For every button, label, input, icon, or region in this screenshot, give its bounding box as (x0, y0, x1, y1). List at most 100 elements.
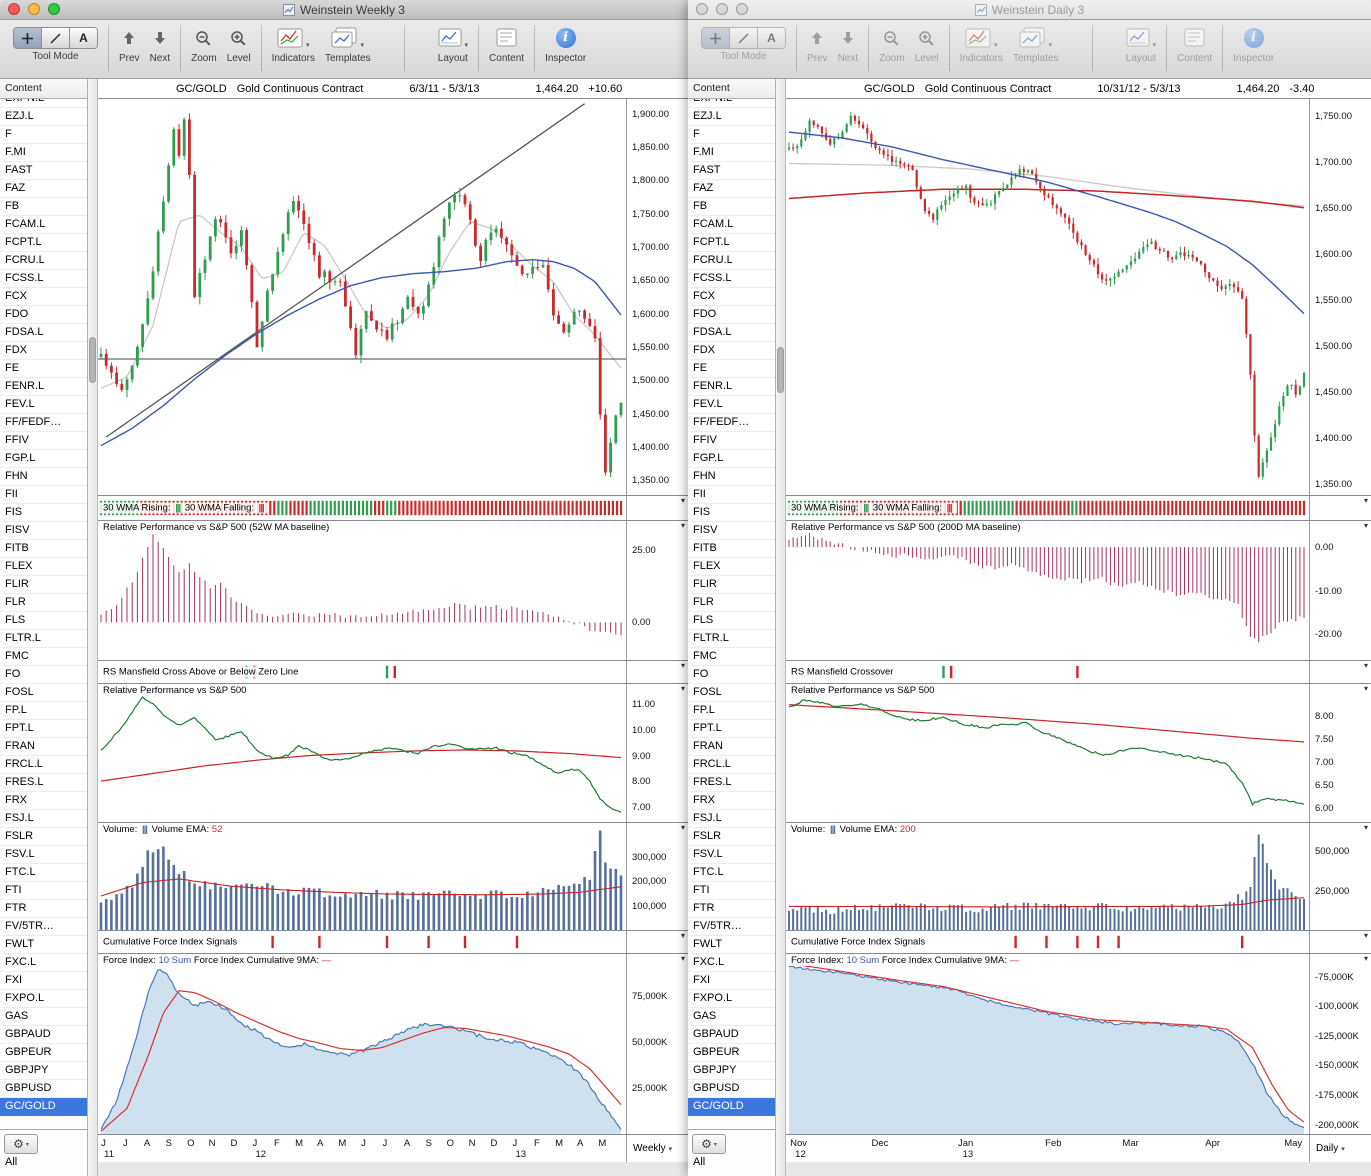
sidebar-item-FAST[interactable]: FAST (0, 162, 87, 180)
sidebar-item-FSJ.L[interactable]: FSJ.L (0, 810, 87, 828)
layout-button[interactable]: ▾ Layout (1126, 25, 1156, 64)
sidebar-item-FXI[interactable]: FXI (688, 972, 775, 990)
sidebar-item-FMC[interactable]: FMC (0, 648, 87, 666)
sidebar-item-FXPO.L[interactable]: FXPO.L (688, 990, 775, 1008)
sidebar-item-FO[interactable]: FO (688, 666, 775, 684)
pane-price[interactable]: 1,900.00 1,850.00 1,800.00 1,750.00 1,700.00… (98, 99, 688, 496)
sidebar-item-FSV.L[interactable]: FSV.L (688, 846, 775, 864)
sidebar-item-FITB[interactable]: FITB (0, 540, 87, 558)
sidebar-item-FCSS.L[interactable]: FCSS.L (688, 270, 775, 288)
sidebar-item-FLR[interactable]: FLR (688, 594, 775, 612)
sidebar-item-FP.L[interactable]: FP.L (0, 702, 87, 720)
sidebar-item-FHN[interactable]: FHN (688, 468, 775, 486)
sidebar-item-FSLR[interactable]: FSLR (0, 828, 87, 846)
sidebar-item-FO[interactable]: FO (0, 666, 87, 684)
pane-collapse-mansfield[interactable]: ▾ (680, 661, 685, 670)
chart-panes[interactable]: 1,900.00 1,850.00 1,800.00 1,750.00 1,700.00… (98, 99, 688, 1162)
sidebar-item-FPT.L[interactable]: FPT.L (688, 720, 775, 738)
symbol-list[interactable]: EXPN.LEZJ.LFF.MIFASTFAZFBFCAM.LFCPT.LFCR… (0, 99, 87, 1129)
sidebar-item-FTC.L[interactable]: FTC.L (688, 864, 775, 882)
symbol-list[interactable]: EXPN.LEZJ.LFF.MIFASTFAZFBFCAM.LFCPT.LFCR… (688, 99, 775, 1129)
pane-collapse-rp[interactable]: ▾ (680, 684, 685, 693)
sidebar-item-FRES.L[interactable]: FRES.L (0, 774, 87, 792)
pane-collapse-cfs[interactable]: ▾ (680, 931, 685, 940)
sidebar-item-GBPAUD[interactable]: GBPAUD (688, 1026, 775, 1044)
sidebar-item-FDSA.L[interactable]: FDSA.L (688, 324, 775, 342)
sidebar-item-FXC.L[interactable]: FXC.L (0, 954, 87, 972)
sidebar-item-EXPN.L[interactable]: EXPN.L (688, 99, 775, 108)
sidebar-item-FDX[interactable]: FDX (0, 342, 87, 360)
layout-button[interactable]: ▾ Layout (438, 25, 468, 64)
sidebar-item-FOSL[interactable]: FOSL (0, 684, 87, 702)
pane-collapse-volume[interactable]: ▾ (680, 823, 685, 832)
sidebar-item-FCPT.L[interactable]: FCPT.L (688, 234, 775, 252)
pane-collapse-rp[interactable]: ▾ (1363, 684, 1368, 693)
sidebar-item-FLS[interactable]: FLS (0, 612, 87, 630)
sidebar-item-FV/5TR…[interactable]: FV/5TR… (688, 918, 775, 936)
sidebar-item-FSJ.L[interactable]: FSJ.L (688, 810, 775, 828)
sidebar-item-FII[interactable]: FII (688, 486, 775, 504)
sidebar-item-FCX[interactable]: FCX (0, 288, 87, 306)
timeframe-selector[interactable]: Daily ▾ (1309, 1135, 1371, 1162)
sidebar-item-FGP.L[interactable]: FGP.L (688, 450, 775, 468)
sidebar-item-FISV[interactable]: FISV (688, 522, 775, 540)
sidebar-item-FIS[interactable]: FIS (688, 504, 775, 522)
sidebar-item-GBPUSD[interactable]: GBPUSD (0, 1080, 87, 1098)
sidebar-item-FB[interactable]: FB (0, 198, 87, 216)
sidebar-item-FSLR[interactable]: FSLR (688, 828, 775, 846)
sidebar-item-FLIR[interactable]: FLIR (688, 576, 775, 594)
zoom-in-button[interactable]: Level (227, 25, 251, 64)
sidebar-item-FRX[interactable]: FRX (0, 792, 87, 810)
templates-button[interactable]: ▾ Templates (1013, 25, 1059, 64)
sidebar-item-FF/FEDF…[interactable]: FF/FEDF… (688, 414, 775, 432)
sidebar-item-GBPJPY[interactable]: GBPJPY (0, 1062, 87, 1080)
sidebar-item-FLS[interactable]: FLS (688, 612, 775, 630)
zoom-in-button[interactable]: Level (915, 25, 939, 64)
sidebar-item-FCX[interactable]: FCX (688, 288, 775, 306)
sidebar-item-FEV.L[interactable]: FEV.L (0, 396, 87, 414)
sidebar-item-F.MI[interactable]: F.MI (688, 144, 775, 162)
sidebar-scrollbar[interactable] (776, 79, 786, 1176)
sidebar-item-FIS[interactable]: FIS (0, 504, 87, 522)
sidebar-item-FFIV[interactable]: FFIV (688, 432, 775, 450)
sidebar-item-GBPJPY[interactable]: GBPJPY (688, 1062, 775, 1080)
sidebar-item-F[interactable]: F (688, 126, 775, 144)
sidebar-item-F.MI[interactable]: F.MI (0, 144, 87, 162)
pane-price[interactable]: 1,750.00 1,700.00 1,650.00 1,600.00 1,550.00… (786, 99, 1371, 496)
sidebar-item-FISV[interactable]: FISV (0, 522, 87, 540)
next-button[interactable]: Next (150, 25, 170, 64)
sidebar-item-FFIV[interactable]: FFIV (0, 432, 87, 450)
sidebar-item-FCPT.L[interactable]: FCPT.L (0, 234, 87, 252)
pane-collapse-wma[interactable]: ▾ (1363, 496, 1368, 505)
sidebar-item-GAS[interactable]: GAS (0, 1008, 87, 1026)
sidebar-item-FV/5TR…[interactable]: FV/5TR… (0, 918, 87, 936)
scrollbar-thumb[interactable] (89, 337, 96, 383)
indicators-button[interactable]: ▾ Indicators (960, 25, 1003, 64)
pane-collapse-rp52[interactable]: ▾ (1363, 521, 1368, 530)
sidebar-item-FWLT[interactable]: FWLT (688, 936, 775, 954)
sidebar-item-EZJ.L[interactable]: EZJ.L (688, 108, 775, 126)
sidebar-item-FRAN[interactable]: FRAN (0, 738, 87, 756)
sidebar-item-FLTR.L[interactable]: FLTR.L (0, 630, 87, 648)
sidebar-item-FDO[interactable]: FDO (688, 306, 775, 324)
move-tool-button[interactable] (14, 28, 42, 48)
line-tool-button[interactable] (42, 28, 70, 48)
close-button[interactable] (8, 3, 20, 15)
sidebar-item-FENR.L[interactable]: FENR.L (688, 378, 775, 396)
scrollbar-thumb[interactable] (777, 347, 784, 393)
sidebar-item-FXPO.L[interactable]: FXPO.L (0, 990, 87, 1008)
sidebar-scrollbar[interactable] (88, 79, 98, 1176)
content-button[interactable]: Content (1177, 25, 1212, 64)
sidebar-item-FCSS.L[interactable]: FCSS.L (0, 270, 87, 288)
sidebar-item-FB[interactable]: FB (688, 198, 775, 216)
minimize-button[interactable] (716, 3, 728, 15)
sidebar-item-FOSL[interactable]: FOSL (688, 684, 775, 702)
sidebar-item-FGP.L[interactable]: FGP.L (0, 450, 87, 468)
pane-collapse-rp52[interactable]: ▾ (680, 521, 685, 530)
move-tool-button[interactable] (702, 28, 730, 48)
sidebar-item-FLR[interactable]: FLR (0, 594, 87, 612)
minimize-button[interactable] (28, 3, 40, 15)
sidebar-item-FLIR[interactable]: FLIR (0, 576, 87, 594)
pane-collapse-cfs[interactable]: ▾ (1363, 931, 1368, 940)
sidebar-item-GBPUSD[interactable]: GBPUSD (688, 1080, 775, 1098)
